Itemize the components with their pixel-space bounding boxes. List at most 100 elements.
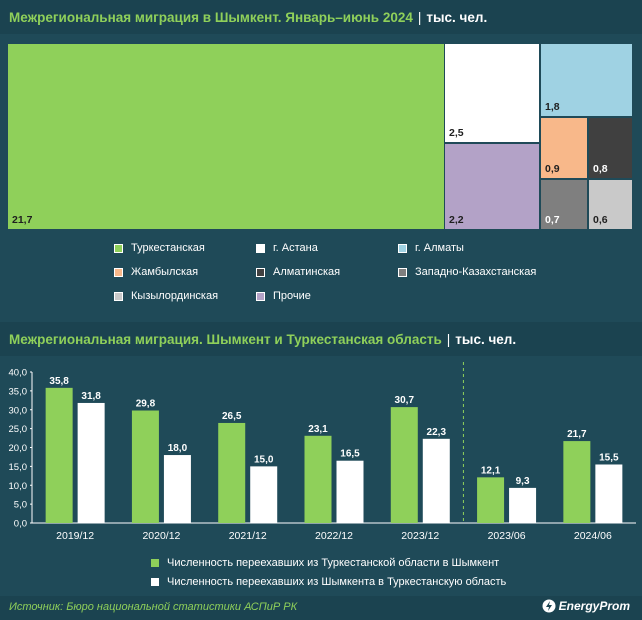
bar-value-label: 35,8 xyxy=(49,376,69,387)
treemap-rect xyxy=(589,180,632,229)
legend-swatch xyxy=(256,291,265,301)
bar-series-1 xyxy=(218,422,246,523)
x-tick-label: 2024/06 xyxy=(574,530,612,542)
x-tick-label: 2023/06 xyxy=(488,530,526,542)
treemap-value-label: 0,9 xyxy=(545,163,560,175)
treemap-cell-кызылординская: 0,6 xyxy=(589,180,632,229)
bar-series-2 xyxy=(595,464,623,523)
y-tick-label: 25,0 xyxy=(9,424,28,435)
barchart-title-bar: Межрегиональная миграция. Шымкент и Турк… xyxy=(0,322,642,356)
legend-swatch xyxy=(256,267,265,277)
y-tick-label: 5,0 xyxy=(14,500,27,511)
legend-swatch xyxy=(114,267,123,277)
y-tick-label: 35,0 xyxy=(9,386,28,397)
bar-value-label: 15,0 xyxy=(254,454,274,465)
brand-name: EnergyProm xyxy=(558,599,630,613)
legend-swatch xyxy=(398,267,407,277)
brand-logo: EnergyProm xyxy=(542,599,630,613)
legend-label: г. Астана xyxy=(273,242,318,254)
bar-series-2 xyxy=(336,460,364,523)
legend-item-кызылординская: Кызылординская xyxy=(114,290,218,302)
treemap-title-bar: Межрегиональная миграция в Шымкент. Янва… xyxy=(0,0,642,34)
x-tick-label: 2020/12 xyxy=(142,530,180,542)
bar-group-2023-06: 12,1 9,3 2023/06 xyxy=(477,465,537,542)
bar-legend-swatch xyxy=(151,578,159,586)
x-tick-label: 2019/12 xyxy=(56,530,94,542)
bar-value-label: 16,5 xyxy=(340,449,360,460)
bar-series-2 xyxy=(509,487,537,523)
bar-value-label: 21,7 xyxy=(567,429,587,440)
bar-group-2024-06: 21,7 15,5 2024/06 xyxy=(563,429,623,542)
treemap-unit: тыс. чел. xyxy=(426,9,488,25)
bar-value-label: 30,7 xyxy=(395,395,415,406)
legend-label: Алматинская xyxy=(273,266,341,278)
treemap-rect xyxy=(445,44,539,142)
treemap-title-separator: | xyxy=(417,9,422,25)
bar-value-label: 22,3 xyxy=(427,427,447,438)
bar-series-1 xyxy=(45,387,73,523)
bar-group-2022-12: 23,1 16,5 2022/12 xyxy=(304,424,364,542)
bar-value-label: 29,8 xyxy=(136,399,156,410)
legend-item-западно-казахстанская: Западно-Казахстанская xyxy=(398,266,536,278)
bar-legend-label: Численность переехавших из Шымкента в Ту… xyxy=(167,576,507,588)
bar-group-2020-12: 29,8 18,0 2020/12 xyxy=(131,399,191,542)
bar-series-1 xyxy=(477,477,505,523)
treemap-rect xyxy=(541,44,632,116)
legend-label: Западно-Казахстанская xyxy=(415,266,537,278)
bar-chart: 0,0 5,0 10,0 15,0 20,0 25,0 30,0 35,0 40,0 35,8 31… xyxy=(9,362,636,542)
treemap-cell-жамбылская: 0,9 xyxy=(541,118,587,178)
legend-item-прочие: Прочие xyxy=(256,290,311,302)
legend-label: г. Алматы xyxy=(415,242,464,254)
treemap-rect xyxy=(541,118,587,178)
bar-value-label: 26,5 xyxy=(222,411,242,422)
bar-value-label: 12,1 xyxy=(481,465,501,476)
bar-group-2023-12: 30,7 22,3 2023/12 xyxy=(390,395,450,542)
treemap-value-label: 0,8 xyxy=(593,163,608,175)
treemap-cell-западно-казахстанская: 0,7 xyxy=(541,180,587,229)
x-tick-label: 2021/12 xyxy=(229,530,267,542)
treemap-cell-туркестанская: 21,7 xyxy=(8,44,444,229)
y-tick-label: 10,0 xyxy=(9,481,28,492)
y-tick-label: 40,0 xyxy=(9,368,28,379)
bar-series-2 xyxy=(163,455,191,523)
legend-label: Прочие xyxy=(273,290,311,302)
treemap-rect xyxy=(589,118,632,178)
treemap-cell-г-алматы: 1,8 xyxy=(541,44,632,116)
legend-item-г-астана: г. Астана xyxy=(256,242,318,254)
legend-swatch xyxy=(114,243,123,253)
bar-group-2019-12: 35,8 31,8 2019/12 xyxy=(45,376,105,542)
barchart-title-separator: | xyxy=(446,331,451,347)
x-tick-label: 2022/12 xyxy=(315,530,353,542)
bar-series-2 xyxy=(422,438,450,523)
y-tick-label: 30,0 xyxy=(9,405,28,416)
legend-item-туркестанская: Туркестанская xyxy=(114,242,205,254)
y-tick-label: 15,0 xyxy=(9,462,28,473)
footer: Источник: Бюро национальной статистики А… xyxy=(0,596,642,620)
treemap-cell-г-астана: 2,5 xyxy=(445,44,539,142)
bar-series-2 xyxy=(77,402,105,523)
legend-swatch xyxy=(114,291,123,301)
y-tick-label: 20,0 xyxy=(9,443,28,454)
treemap-value-label: 1,8 xyxy=(545,101,560,113)
legend-item-жамбылская: Жамбылская xyxy=(114,266,198,278)
bar-group-2021-12: 26,5 15,0 2021/12 xyxy=(218,411,278,542)
treemap-value-label: 0,7 xyxy=(545,214,560,226)
x-tick-label: 2023/12 xyxy=(401,530,439,542)
bar-series-1 xyxy=(563,441,591,523)
bar-legend-item-1: Численность переехавших из Туркестанской… xyxy=(151,557,499,569)
bar-value-label: 15,5 xyxy=(599,452,619,463)
bar-series-1 xyxy=(131,410,159,523)
bar-series-2 xyxy=(250,466,278,523)
treemap-value-label: 2,2 xyxy=(449,214,464,226)
source-note: Источник: Бюро национальной статистики А… xyxy=(9,601,298,613)
bar-value-label: 31,8 xyxy=(81,391,101,402)
bar-series-1 xyxy=(304,435,332,523)
bar-legend-item-2: Численность переехавших из Шымкента в Ту… xyxy=(151,576,506,588)
legend-label: Туркестанская xyxy=(131,242,205,254)
y-tick-label: 0,0 xyxy=(14,519,27,530)
legend-swatch xyxy=(256,243,265,253)
barchart-title: Межрегиональная миграция. Шымкент и Турк… xyxy=(9,331,442,347)
energy-bolt-icon xyxy=(542,599,556,613)
treemap-rect xyxy=(8,44,444,229)
treemap-rect xyxy=(445,144,539,229)
